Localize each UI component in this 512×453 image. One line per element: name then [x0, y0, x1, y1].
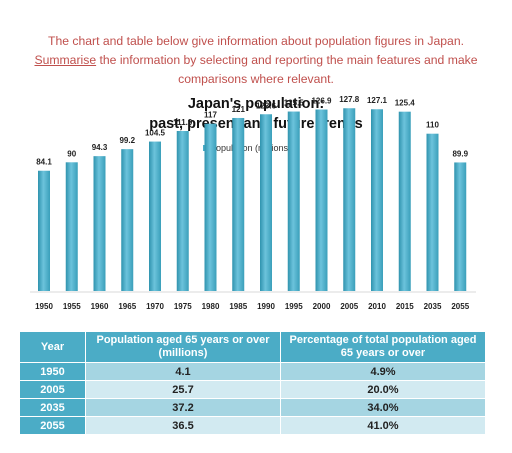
elderly-population-table: Year Population aged 65 years or over (m…	[19, 331, 486, 435]
x-tick-1995: 1995	[285, 302, 303, 311]
bar-2000	[315, 109, 328, 292]
x-tick-1990: 1990	[257, 302, 275, 311]
bar-1980	[204, 123, 217, 291]
bar-2035	[426, 133, 439, 291]
bar-2015	[398, 111, 411, 291]
row-population: 36.5	[85, 416, 281, 435]
bar-1975	[176, 130, 189, 291]
bar-1990	[260, 114, 272, 291]
row-population: 37.2	[85, 398, 281, 417]
row-year: 2055	[19, 416, 86, 435]
x-tick-2005: 2005	[340, 302, 358, 311]
x-tick-1975: 1975	[174, 302, 192, 311]
prompt-line-2-rest: the information by selecting and reporti…	[96, 53, 478, 67]
data-label-1965: 99.2	[119, 136, 135, 145]
header-year: Year	[19, 331, 86, 363]
bar-1950	[38, 170, 50, 291]
bar-chart: population (millions) 84.1 1950 90 1955 94.3…	[30, 95, 476, 311]
data-label-1990: 123.6	[256, 101, 277, 110]
table-row: 2055 36.5 41.0%	[19, 416, 486, 435]
data-label-2010: 127.1	[367, 96, 388, 105]
data-label-1985: 121	[232, 105, 246, 114]
table-header-row: Year Population aged 65 years or over (m…	[19, 331, 486, 363]
bar-2010	[371, 109, 383, 291]
bar-1985	[232, 117, 245, 291]
row-year: 1950	[19, 362, 86, 381]
row-year: 2005	[19, 380, 86, 399]
table-row: 2005 25.7 20.0%	[19, 380, 486, 399]
bar-1960	[93, 156, 106, 291]
x-tick-1960: 1960	[91, 302, 109, 311]
data-label-1950: 84.1	[36, 158, 52, 167]
chart-title: Japan's population: past, present and fu…	[0, 94, 512, 134]
row-population: 4.1	[85, 362, 281, 381]
row-percentage: 20.0%	[280, 380, 486, 399]
bar-2055	[454, 162, 467, 291]
prompt-line-1: The chart and table below give informati…	[48, 34, 464, 48]
prompt-line-2: Summarise the information by selecting a…	[10, 51, 502, 70]
prompt-line-3: comparisons where relevant.	[178, 72, 334, 86]
data-label-2005: 127.8	[339, 95, 360, 104]
x-tick-2055: 2055	[451, 302, 469, 311]
x-tick-2010: 2010	[368, 302, 386, 311]
x-tick-1985: 1985	[229, 302, 247, 311]
header-population-65: Population aged 65 years or over (millio…	[85, 331, 281, 363]
bar-1965	[121, 149, 134, 291]
row-population: 25.7	[85, 380, 281, 399]
row-percentage: 4.9%	[280, 362, 486, 381]
data-label-2055: 89.9	[452, 149, 468, 158]
summarise-word: Summarise	[34, 53, 97, 67]
x-tick-1955: 1955	[63, 302, 81, 311]
x-tick-1950: 1950	[35, 302, 53, 311]
legend-label: population (millions)	[211, 143, 291, 153]
row-percentage: 34.0%	[280, 398, 486, 417]
data-label-1960: 94.3	[92, 143, 108, 152]
x-tick-1980: 1980	[202, 302, 220, 311]
row-percentage: 41.0%	[280, 416, 486, 435]
data-label-1975: 111.9	[173, 118, 193, 127]
bar-1995	[287, 111, 300, 291]
bar-1955	[65, 162, 78, 291]
table-row: 1950 4.1 4.9%	[19, 362, 486, 381]
data-label-1955: 90	[67, 149, 76, 158]
chart-title-line-2: past, present and future trends	[149, 116, 363, 132]
x-tick-2015: 2015	[396, 302, 414, 311]
x-tick-1965: 1965	[118, 302, 136, 311]
header-percentage-65: Percentage of total population aged 65 y…	[280, 331, 486, 363]
row-year: 2035	[19, 398, 86, 417]
chart-title-line-1: Japan's population:	[187, 96, 325, 112]
x-tick-2035: 2035	[424, 302, 442, 311]
bar-2005	[343, 108, 356, 291]
bar-1970	[149, 141, 161, 291]
data-label-1995: 125.5	[284, 99, 305, 108]
x-tick-1970: 1970	[146, 302, 164, 311]
table-row: 2035 37.2 34.0%	[19, 398, 486, 417]
data-label-2035: 110	[426, 121, 439, 130]
task-prompt: The chart and table below give informati…	[10, 32, 502, 89]
data-label-2015: 125.4	[395, 99, 416, 108]
x-tick-2000: 2000	[313, 302, 331, 311]
data-label-1980: 117	[204, 111, 217, 120]
data-label-2000: 126.9	[311, 97, 332, 106]
data-label-1970: 104.5	[145, 129, 166, 138]
